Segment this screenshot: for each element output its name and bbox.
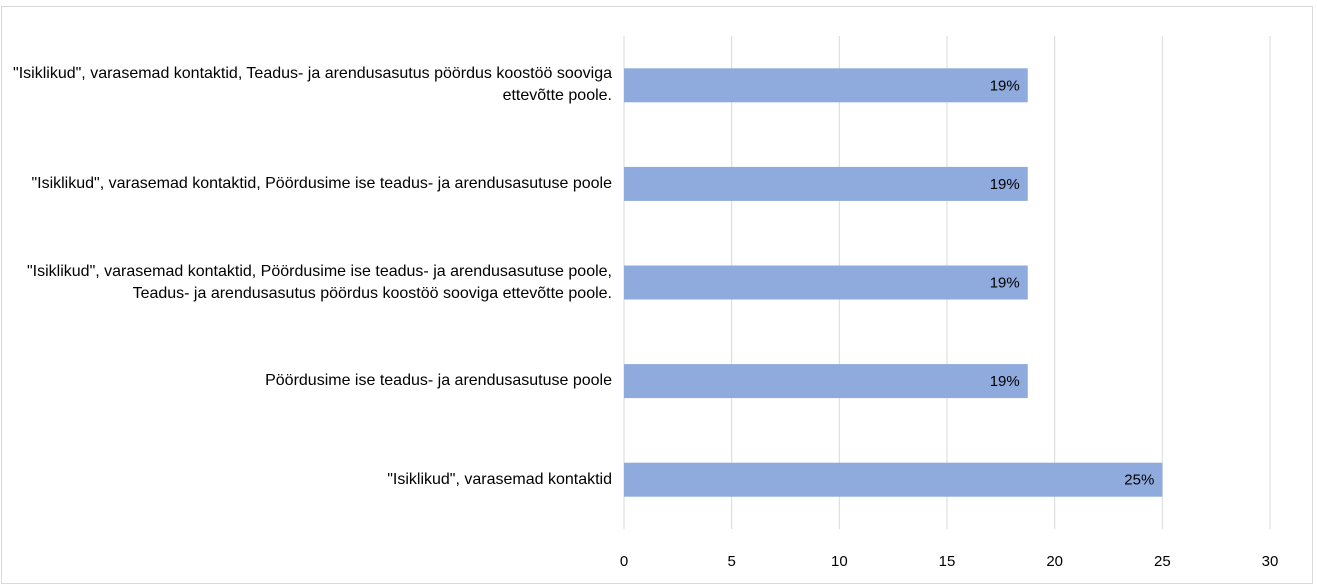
bar <box>624 166 1028 201</box>
value-label: 25% <box>1124 472 1154 489</box>
y-tick-label: "Isiklikud", varasemad kontaktid, Pöördu… <box>26 262 612 302</box>
bar <box>624 462 1163 497</box>
bar <box>624 68 1028 103</box>
bar <box>624 364 1028 399</box>
x-tick-label: 10 <box>831 553 848 570</box>
y-tick-label: "Isiklikud", varasemad kontaktid, Teadus… <box>13 65 612 105</box>
x-tick-label: 20 <box>1046 553 1063 570</box>
y-tick-label: "Isiklikud", varasemad kontaktid, Pöördu… <box>31 174 612 192</box>
x-tick-label: 30 <box>1262 553 1279 570</box>
value-label: 19% <box>990 176 1020 193</box>
bar <box>624 265 1028 300</box>
x-tick-label: 0 <box>620 553 628 570</box>
y-tick-label: Pöördusime ise teadus- ja arendusasutuse… <box>265 372 612 390</box>
value-label: 19% <box>990 274 1020 291</box>
y-tick-label: "Isiklikud", varasemad kontaktid <box>387 470 612 488</box>
x-tick-label: 25 <box>1154 553 1171 570</box>
value-label: 19% <box>990 373 1020 390</box>
x-tick-label: 15 <box>939 553 956 570</box>
x-tick-label: 5 <box>727 553 735 570</box>
value-label: 19% <box>990 77 1020 94</box>
chart-frame <box>1 6 1313 584</box>
